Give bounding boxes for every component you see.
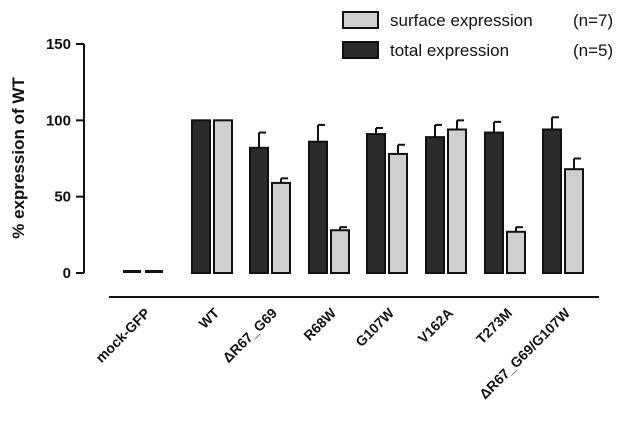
category-label: G107W <box>352 304 397 349</box>
bar-surface-5 <box>447 128 467 274</box>
bar-surface-3 <box>330 229 350 274</box>
bars-group <box>123 119 584 275</box>
bar-surface-6 <box>506 230 526 274</box>
category-label: mock-GFP <box>92 305 153 366</box>
category-label: V162A <box>415 305 457 347</box>
legend-label: surface expression <box>390 11 533 30</box>
bar-surface-1 <box>213 119 233 275</box>
legend-n-label: (n=7) <box>573 11 613 30</box>
bar-surface-4 <box>388 152 408 274</box>
error-bars-group <box>258 116 581 232</box>
legend-swatch <box>342 11 379 29</box>
y-tick-label: 150 <box>46 36 71 53</box>
bar-total-2 <box>249 146 269 275</box>
bar-total-7 <box>542 128 562 274</box>
legend-n-label: (n=5) <box>573 41 613 60</box>
category-label: WT <box>195 304 222 331</box>
legend: surface expression (n=7) total expression (… <box>342 11 613 60</box>
y-axis: 0 50 100 150 <box>46 36 85 282</box>
y-tick-label: 50 <box>54 189 71 206</box>
y-tick-label: 100 <box>46 112 71 129</box>
category-label: T273M <box>473 305 515 347</box>
bar-total-4 <box>366 133 386 274</box>
bar-total-3 <box>308 140 328 274</box>
y-axis-label: % expression of WT <box>9 77 28 239</box>
category-label: ΔR67_G69 <box>219 305 280 366</box>
legend-swatch <box>342 41 379 59</box>
bar-surface-7 <box>564 168 584 274</box>
legend-label: total expression <box>390 41 509 60</box>
bar-surface-2 <box>271 181 291 274</box>
category-label: R68W <box>300 304 339 343</box>
bar-total-6 <box>484 131 504 274</box>
y-tick-label: 0 <box>63 265 71 282</box>
bar-total-5 <box>425 136 445 274</box>
bar-total-1 <box>191 119 211 275</box>
